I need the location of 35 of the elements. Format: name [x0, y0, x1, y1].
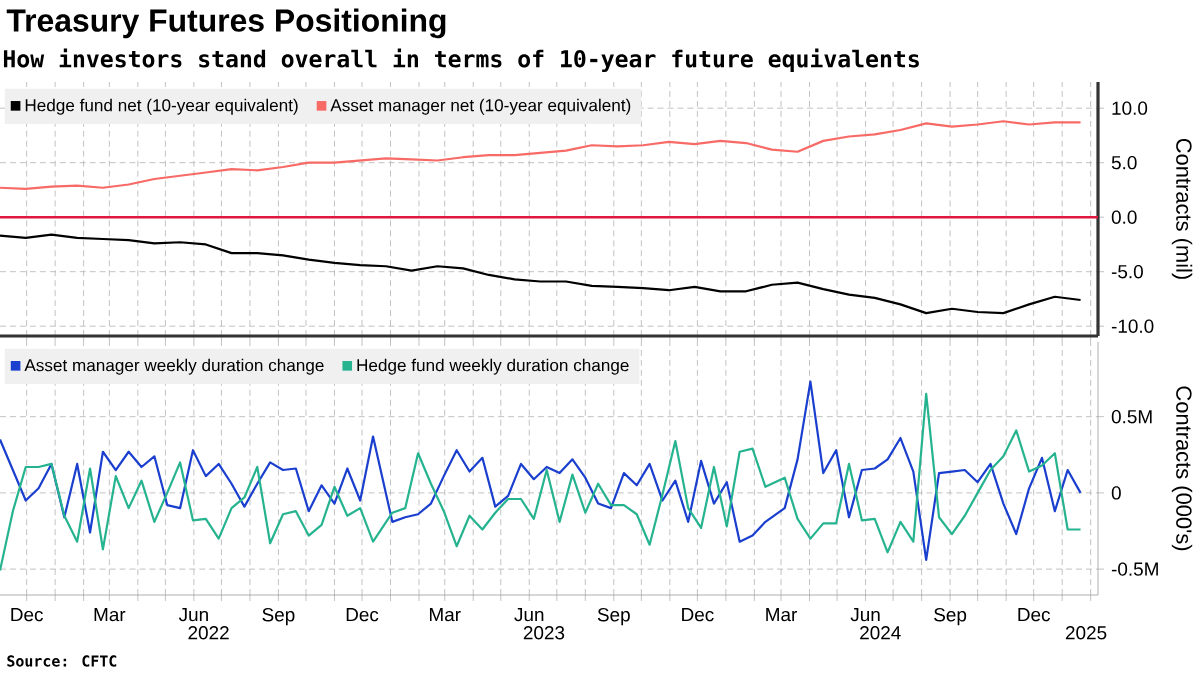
- x-tick-label: Dec: [682, 608, 714, 622]
- y-tick-label: 0: [1111, 486, 1121, 500]
- y-tick-label: -0.5M: [1111, 562, 1158, 576]
- y-tick-label: 0.5M: [1111, 409, 1152, 424]
- legend-label: Asset manager weekly duration change: [24, 358, 324, 375]
- x-tick-label: Dec: [346, 608, 379, 622]
- y-tick-label: 10.0: [1112, 101, 1148, 115]
- legend-label: Hedge fund net (10-year equivalent): [25, 98, 298, 115]
- x-tick-label: Mar: [94, 608, 126, 622]
- y-tick-label: -10.0: [1111, 319, 1154, 333]
- chart-subtitle: How investors stand overall in terms of 10-year future equivalents: [3, 48, 919, 72]
- x-tick-label: Sep: [597, 608, 630, 626]
- x2-tick-label: 2022: [188, 626, 229, 640]
- y-tick-label: 0.0: [1111, 210, 1137, 224]
- legend-label: Asset manager net (10-year equivalent): [330, 98, 631, 115]
- x-tick-label: Mar: [429, 608, 461, 622]
- x2-tick-label: 2023: [523, 626, 565, 640]
- x-tick-label: Jun: [850, 608, 880, 622]
- x-tick-label: Mar: [766, 608, 797, 622]
- y-axis-title: Contracts (000's): [1171, 386, 1193, 551]
- line-series: [0, 233, 1082, 315]
- x-tick-label: Jun: [178, 608, 208, 622]
- source-note: Source: CFTC: [7, 655, 117, 667]
- y-tick-label: 5.0: [1111, 155, 1137, 170]
- chart-title: Treasury Futures Positioning: [6, 8, 446, 39]
- x-tick-label: Sep: [934, 608, 967, 626]
- y-tick-label: -5.0: [1111, 264, 1143, 279]
- x2-tick-label: 2024: [860, 626, 901, 640]
- y-axis-title: Contracts (mil): [1171, 138, 1193, 279]
- x-tick-label: Dec: [1018, 608, 1051, 622]
- x-tick-label: Dec: [11, 608, 43, 622]
- x2-tick-label: 2025: [1065, 626, 1107, 640]
- x-tick-label: Jun: [514, 608, 544, 622]
- legend-label: Hedge fund weekly duration change: [357, 358, 629, 375]
- x-tick-label: Sep: [262, 608, 295, 626]
